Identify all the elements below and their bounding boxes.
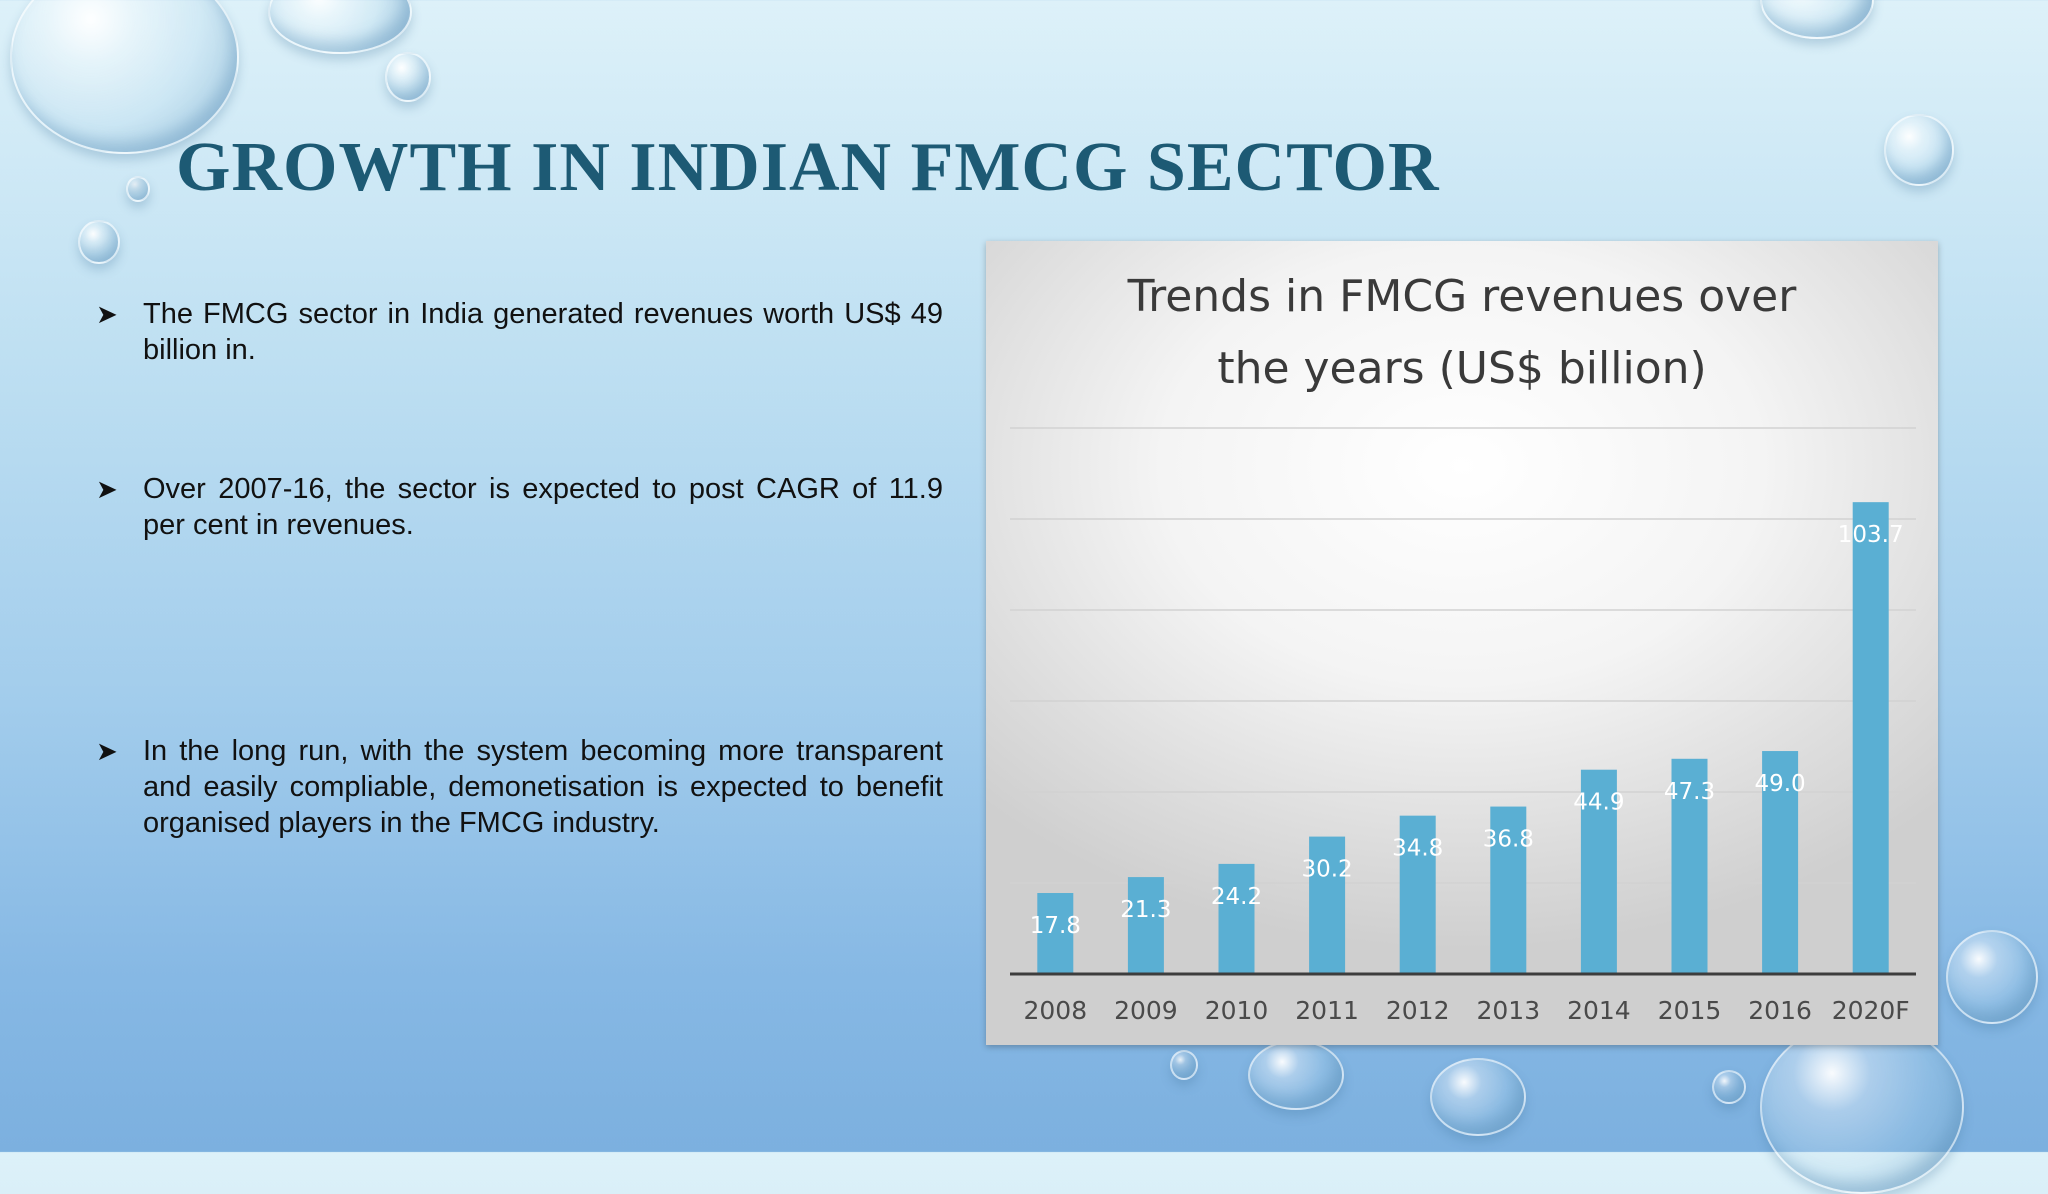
water-drop-decoration xyxy=(1946,930,2038,1024)
water-drop-decoration xyxy=(1170,1050,1198,1080)
arrowhead-bullet-icon: ➤ xyxy=(96,474,118,504)
water-drop-decoration xyxy=(1430,1058,1526,1136)
bar xyxy=(1127,877,1164,974)
water-drop-decoration xyxy=(1712,1070,1746,1104)
x-tick-label: 2011 xyxy=(1295,996,1359,1025)
bar xyxy=(1037,893,1074,974)
arrowhead-bullet-icon: ➤ xyxy=(96,736,118,766)
x-tick-label: 2016 xyxy=(1748,996,1812,1025)
data-label: 49.0 xyxy=(1754,771,1805,797)
data-label: 36.8 xyxy=(1483,827,1534,853)
water-drop-decoration xyxy=(10,0,239,154)
bar xyxy=(1852,502,1889,974)
x-tick-label: 2012 xyxy=(1386,996,1450,1025)
water-drop-decoration xyxy=(1760,1020,1964,1194)
chart-title: Trends in FMCG revenues over the years (… xyxy=(986,261,1938,405)
bullet-text: The FMCG sector in India generated reven… xyxy=(143,298,943,366)
data-label: 47.3 xyxy=(1664,779,1715,805)
x-tick-label: 2008 xyxy=(1023,996,1087,1025)
water-drop-decoration xyxy=(1248,1040,1344,1110)
data-label: 103.7 xyxy=(1838,522,1904,548)
x-tick-label: 2013 xyxy=(1476,996,1540,1025)
bar-chart: 17.8 2008 21.3 2009 24.2 2010 30.2 2011 34.8 2012… xyxy=(1010,427,1916,1025)
bullet-text: In the long run, with the system becomin… xyxy=(143,735,943,839)
bullet-text: Over 2007-16, the sector is expected to … xyxy=(143,473,943,541)
bar xyxy=(1309,836,1346,974)
bullet-item: ➤ In the long run, with the system becom… xyxy=(96,733,943,841)
bar xyxy=(1399,815,1436,974)
bullet-item: ➤ The FMCG sector in India generated rev… xyxy=(96,296,943,368)
x-tick-label: 2010 xyxy=(1205,996,1269,1025)
water-drop-decoration xyxy=(385,52,431,102)
bar xyxy=(1671,758,1708,974)
data-label: 17.8 xyxy=(1030,913,1081,939)
bar xyxy=(1762,751,1799,974)
data-label: 30.2 xyxy=(1301,857,1352,883)
bar xyxy=(1580,769,1617,974)
water-drop-decoration xyxy=(126,176,150,202)
water-drop-decoration xyxy=(268,0,412,54)
chart-title-line: the years (US$ billion) xyxy=(1217,343,1707,394)
arrowhead-bullet-icon: ➤ xyxy=(96,299,118,329)
water-drop-decoration xyxy=(78,220,120,264)
data-label: 21.3 xyxy=(1120,897,1171,923)
bullet-item: ➤ Over 2007-16, the sector is expected t… xyxy=(96,471,943,543)
water-drop-decoration xyxy=(1760,0,1874,39)
chart-title-line: Trends in FMCG revenues over xyxy=(1127,271,1797,322)
x-tick-label: 2015 xyxy=(1658,996,1722,1025)
data-label: 34.8 xyxy=(1392,836,1443,862)
data-label: 24.2 xyxy=(1211,884,1262,910)
x-tick-label: 2014 xyxy=(1567,996,1631,1025)
x-tick-label: 2009 xyxy=(1114,996,1178,1025)
bar xyxy=(1490,806,1527,974)
bar xyxy=(1218,863,1255,974)
water-drop-decoration xyxy=(1884,114,1954,186)
x-tick-label: 2020F xyxy=(1832,996,1910,1025)
chart-panel: Trends in FMCG revenues over the years (… xyxy=(986,241,1938,1045)
slide-title: GROWTH IN INDIAN FMCG SECTOR xyxy=(176,129,1440,206)
data-label: 44.9 xyxy=(1573,790,1624,816)
